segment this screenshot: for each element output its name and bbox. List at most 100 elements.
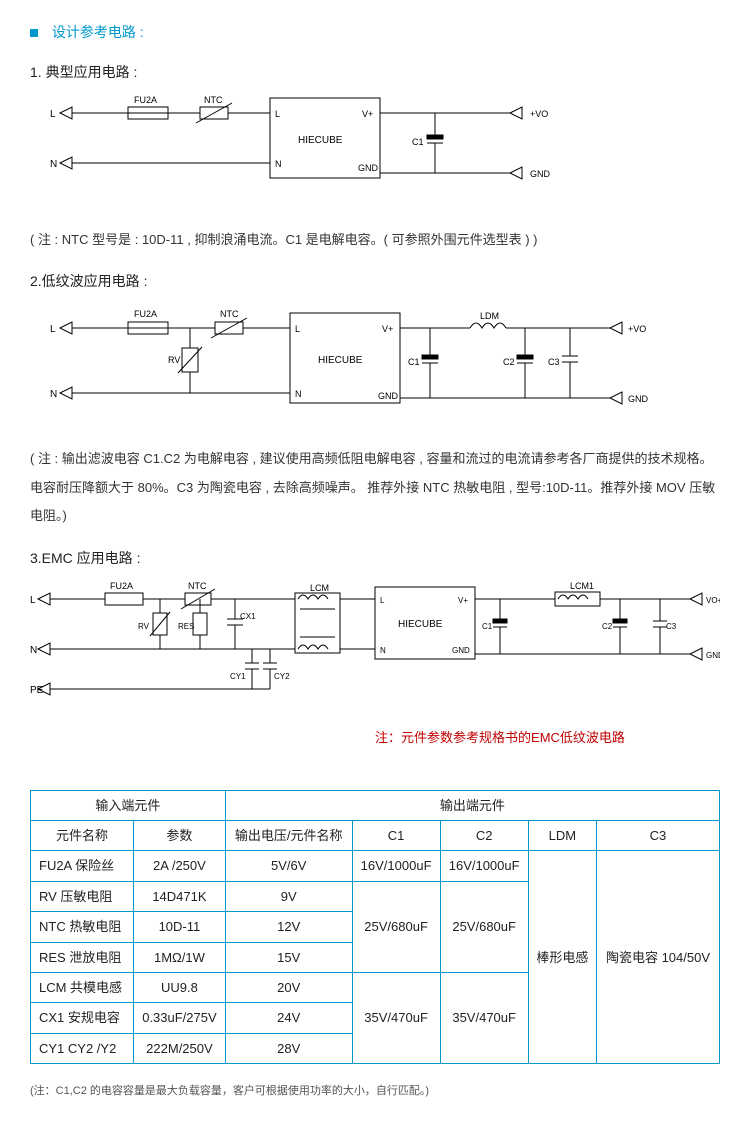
svg-text:L: L xyxy=(30,595,36,606)
th-c3: C3 xyxy=(596,821,719,851)
cell: 5V/6V xyxy=(225,851,352,881)
svg-text:CY1: CY1 xyxy=(230,672,246,681)
svg-text:NTC: NTC xyxy=(204,95,223,105)
svg-text:N: N xyxy=(295,389,302,399)
svg-text:FU2A: FU2A xyxy=(134,309,157,319)
svg-text:C1: C1 xyxy=(482,622,493,631)
svg-text:GND: GND xyxy=(452,646,470,655)
cell: 12V xyxy=(225,912,352,942)
heading-text: 设计参考电路 : xyxy=(52,24,144,40)
svg-text:RV: RV xyxy=(138,622,150,631)
th-input: 输入端元件 xyxy=(31,790,226,820)
svg-text:V+: V+ xyxy=(362,109,373,119)
svg-text:FU2A: FU2A xyxy=(134,95,157,105)
cell: 35V/470uF xyxy=(352,973,440,1064)
svg-text:CX1: CX1 xyxy=(240,612,256,621)
cell: 1MΩ/1W xyxy=(134,942,226,972)
footnote: (注：C1,C2 的电容容量是最大负载容量，客户可根据使用功率的大小，自行匹配。… xyxy=(30,1082,720,1102)
cell: 10D-11 xyxy=(134,912,226,942)
cell-ldm: 棒形电感 xyxy=(528,851,596,1064)
cell: LCM 共模电感 xyxy=(31,973,134,1003)
section1-title: 1. 典型应用电路 : xyxy=(30,60,720,85)
cell: 25V/680uF xyxy=(352,881,440,972)
label-L: L xyxy=(50,109,56,120)
cell: NTC 热敏电阻 xyxy=(31,912,134,942)
cell: 15V xyxy=(225,942,352,972)
svg-text:HIECUBE: HIECUBE xyxy=(298,135,343,146)
svg-text:GND: GND xyxy=(530,169,551,179)
th-output: 输出端元件 xyxy=(225,790,719,820)
svg-text:+VO: +VO xyxy=(530,109,548,119)
svg-text:HIECUBE: HIECUBE xyxy=(318,355,363,366)
svg-text:L: L xyxy=(295,324,300,334)
svg-text:V+: V+ xyxy=(458,596,468,605)
svg-text:N: N xyxy=(50,389,57,400)
svg-text:NTC: NTC xyxy=(188,581,207,591)
svg-text:N: N xyxy=(380,646,386,655)
section2-title: 2.低纹波应用电路 : xyxy=(30,269,720,294)
th-outv: 输出电压/元件名称 xyxy=(225,821,352,851)
svg-text:C1: C1 xyxy=(408,357,420,367)
th-c1: C1 xyxy=(352,821,440,851)
section1-note: ( 注 : NTC 型号是 : 10D-11 , 抑制浪涌电流。C1 是电解电容… xyxy=(30,226,720,255)
svg-text:HIECUBE: HIECUBE xyxy=(398,619,443,630)
page-heading: 设计参考电路 : xyxy=(30,20,720,45)
cell: 25V/680uF xyxy=(440,881,528,972)
cell: UU9.8 xyxy=(134,973,226,1003)
svg-text:N: N xyxy=(50,159,57,170)
diagram-lowripple: L FU2A NTC RV N HIECUBE L N V+ GND LDM xyxy=(50,303,720,430)
cell-c3: 陶瓷电容 104/50V xyxy=(596,851,719,1064)
svg-text:L: L xyxy=(50,324,56,335)
svg-text:RV: RV xyxy=(168,355,180,365)
svg-text:LCM1: LCM1 xyxy=(570,581,594,591)
cell: 24V xyxy=(225,1003,352,1033)
svg-text:NTC: NTC xyxy=(220,309,239,319)
cell: RV 压敏电阻 xyxy=(31,881,134,911)
th-param: 参数 xyxy=(134,821,226,851)
svg-text:C3: C3 xyxy=(666,622,677,631)
diagram-typical: L FU2A NTC N HIECUBE L N V+ GND C1 +VO xyxy=(50,93,720,210)
th-c2: C2 xyxy=(440,821,528,851)
svg-text:LDM: LDM xyxy=(480,311,499,321)
svg-text:GND: GND xyxy=(358,163,379,173)
th-name: 元件名称 xyxy=(31,821,134,851)
svg-text:LCM: LCM xyxy=(310,583,329,593)
cell: 16V/1000uF xyxy=(352,851,440,881)
svg-text:CY2: CY2 xyxy=(274,672,290,681)
component-table: 输入端元件 输出端元件 元件名称 参数 输出电压/元件名称 C1 C2 LDM … xyxy=(30,790,720,1065)
cell: 16V/1000uF xyxy=(440,851,528,881)
svg-text:C1: C1 xyxy=(412,137,424,147)
cell: 14D471K xyxy=(134,881,226,911)
bullet-square xyxy=(30,29,38,37)
cell: 2A /250V xyxy=(134,851,226,881)
svg-text:FU2A: FU2A xyxy=(110,581,133,591)
cell: 20V xyxy=(225,973,352,1003)
section3-title: 3.EMC 应用电路 : xyxy=(30,546,720,571)
cell: CY1 CY2 /Y2 xyxy=(31,1033,134,1063)
cell: FU2A 保险丝 xyxy=(31,851,134,881)
svg-text:N: N xyxy=(30,645,37,656)
diagram-emc: L FU2A NTC N PE RV RES CX1 xyxy=(30,579,720,716)
svg-text:C2: C2 xyxy=(602,622,613,631)
th-ldm: LDM xyxy=(528,821,596,851)
svg-text:L: L xyxy=(380,596,385,605)
svg-text:N: N xyxy=(275,159,282,169)
svg-text:L: L xyxy=(275,109,280,119)
cell: CX1 安规电容 xyxy=(31,1003,134,1033)
svg-text:C3: C3 xyxy=(548,357,560,367)
cell: 35V/470uF xyxy=(440,973,528,1064)
svg-text:GND: GND xyxy=(706,651,720,660)
cell: 0.33uF/275V xyxy=(134,1003,226,1033)
cell: RES 泄放电阻 xyxy=(31,942,134,972)
cell: 28V xyxy=(225,1033,352,1063)
section3-rednote: 注：元件参数参考规格书的EMC低纹波电路 xyxy=(280,726,720,749)
svg-text:+VO: +VO xyxy=(628,324,646,334)
svg-text:VO+: VO+ xyxy=(706,596,720,605)
section2-note: ( 注 : 输出滤波电容 C1.C2 为电解电容 , 建议使用高频低阻电解电容 … xyxy=(30,445,720,531)
cell: 9V xyxy=(225,881,352,911)
svg-text:RES: RES xyxy=(178,622,194,631)
svg-text:PE: PE xyxy=(30,685,44,696)
svg-text:GND: GND xyxy=(378,391,399,401)
svg-text:V+: V+ xyxy=(382,324,393,334)
cell: 222M/250V xyxy=(134,1033,226,1063)
